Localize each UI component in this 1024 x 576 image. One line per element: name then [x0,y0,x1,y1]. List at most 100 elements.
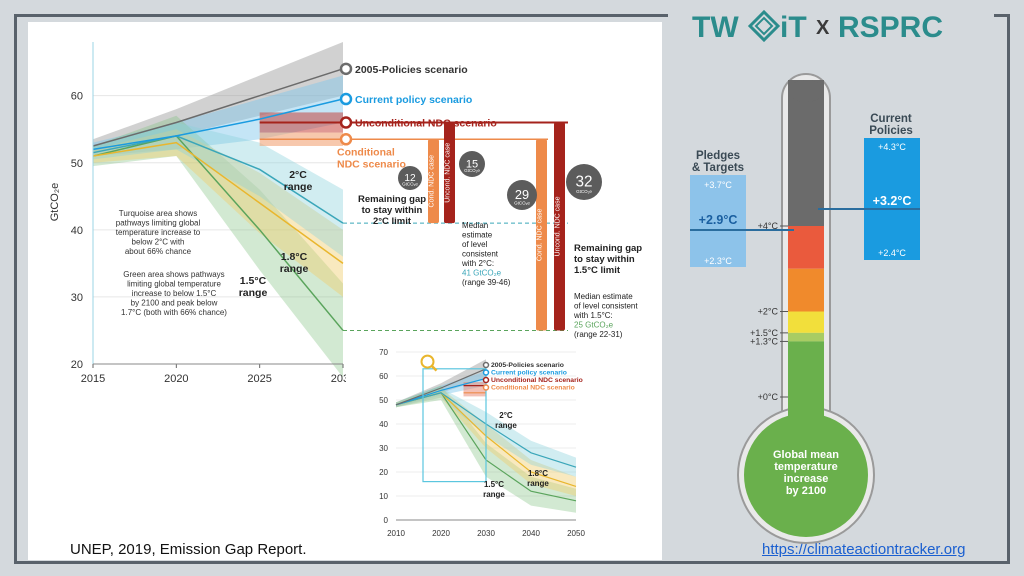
inset-y-tick-label: 40 [379,420,388,429]
gap-circle-29-unit: GtCO₂e [514,200,530,205]
zoom-icon [420,354,438,372]
scale-label: +0°C [758,392,779,402]
median-2c-text: estimate [462,231,493,240]
emission-gap-chart-panel: 20 30 40 50 60 2015 2020 2025 2030 GtCO₂e 2005-Po… [28,22,662,560]
bulb-text: by 2100 [786,485,826,497]
inset-y-tick-label: 70 [379,348,388,357]
frame-right-line [1007,14,1010,564]
current-low: +2.4°C [878,248,906,258]
remaining-gap-1-5c-text: 1.5°C limit [574,265,621,276]
inset-y-tick-label: 30 [379,444,388,453]
twit-rsprc-logo: TW iT X RSPRC [692,9,943,44]
source-caption: UNEP, 2019, Emission Gap Report. [70,541,307,558]
turquoise-area-note: Turquoise area shows [119,209,197,218]
scale-label: +1.5°C [750,328,778,338]
gap-circle-15 [459,151,485,177]
pledges-high: +3.7°C [704,180,732,190]
median-1-5c-text: with 1.5°C: [573,311,613,320]
segment-3-to-4c [788,226,824,269]
inset-x-tick-label: 2010 [387,529,405,538]
thermometer-bulb [744,413,868,537]
temperature-thermometer: +4°C +2°C +1.5°C+1.3°C +0°C Global meantempe… [690,73,920,544]
pledges-range-box [690,175,746,267]
inset-legend-marker [482,384,490,391]
main-x-tick-label: 2025 [247,373,271,385]
pledges-mid: +2.9°C [699,213,738,227]
scroll-icon [747,9,781,43]
range-1-8c-label-1: 1.8°C [281,251,308,263]
green-area-note: 1.7°C (both with 66% chance) [121,308,227,317]
zoom-icon-handle [430,364,438,372]
scenario-current-label: Current policy scenario [355,94,472,106]
pledges-title-1: Pledges [696,150,740,162]
frame-bottom-line [14,561,1010,564]
gap-bar-cond-1-5c [536,139,547,331]
main-y-tick-label: 60 [71,91,83,103]
main-x-tick-label: 2015 [81,373,105,385]
inset-2005-band [396,359,486,408]
gap-bar-uncond-1-5c [554,122,565,331]
range-2c-label-1: 2°C [289,169,307,181]
thermometer-tube-cap [788,80,824,102]
gap-circle-32-value: 32 [575,174,592,191]
median-2c-range: (range 39-46) [462,278,511,287]
current-mid: +3.2°C [873,194,912,208]
inset-y-tick-label: 20 [379,468,388,477]
current-policy-band [93,75,343,157]
policies-2005-band [93,42,343,153]
gap-circle-12-unit: GtCO₂e [402,181,418,186]
gap-circle-15-unit: GtCO₂e [464,168,480,173]
scenario-uncond-label: Unconditional NDC scenario [355,118,497,130]
inset-y-tick-label: 60 [379,372,388,381]
gap-circle-32-unit: GtCO₂e [576,189,592,194]
median-2c-value: 41 GtCO₂e [462,269,502,278]
median-1-5c-range: (range 22-31) [574,330,623,339]
inset-2c-label-2: range [495,421,517,430]
scenario-cond-marker [339,133,353,146]
gap-bar-uncond-1-5c-label: Uncond. NDC case [555,196,562,256]
gap-circle-32 [566,164,602,200]
current-title-2: Policies [869,125,912,137]
gap-circle-29-value: 29 [515,187,529,202]
inset-y-tick-label: 0 [384,516,389,525]
turquoise-area-note: pathways limiting global [116,219,201,228]
bulb-text: increase [784,473,829,485]
bulb-text: Global mean [773,449,839,461]
median-1-5c-value: 25 GtCO₂e [574,321,614,330]
median-2c-text: consistent [462,250,499,259]
median-2c-text: Median [462,221,488,230]
current-range-box [864,138,920,260]
remaining-gap-2c-text: to stay within [362,205,423,216]
logo-it-text: iT [780,11,807,44]
logo-rsprc-text: RSPRC [838,11,943,44]
inset-legend-label: 2005-Policies scenario [491,362,564,369]
gap-bar-uncond-2c-label: Uncond. NDC case [445,143,452,203]
main-y-tick-label: 40 [71,225,83,237]
remaining-gap-1-5c-text: Remaining gap [574,243,642,254]
inset-1-5c-label-2: range [483,490,505,499]
range-1-5c-line [92,135,344,331]
range-1-5c-label-2: range [239,287,268,299]
frame-top-line [14,14,668,17]
green-area-note: by 2100 and peak below [131,299,218,308]
inset-legend-label: Conditional NDC scenario [491,385,575,392]
turquoise-area-note: temperature increase to [116,228,201,237]
inset-1-5c-label-1: 1.5°C [484,480,504,489]
remaining-gap-1-5c-text: to stay within [574,254,635,265]
inset-x-tick-label: 2020 [432,529,450,538]
inset-y-tick-label: 50 [379,396,388,405]
inset-legend-label: Current policy scenario [491,370,567,377]
scenario-2005-marker [339,62,353,76]
inset-legend-label: Unconditional NDC scenario [491,377,583,384]
current-title-1: Current [870,113,912,125]
range-1-5c-label-1: 1.5°C [240,275,267,287]
inset-1-8c-label-2: range [527,479,549,488]
gap-bar-cond-1-5c-label: Cond. NDC case [537,209,544,262]
main-y-axis-label: GtCO₂e [49,183,61,222]
climate-action-tracker-link[interactable]: https://climateactiontracker.org [762,541,966,558]
inset-x-tick-label: 2030 [477,529,495,538]
inset-y-tick-label: 10 [379,492,388,501]
gap-circle-15-value: 15 [466,158,478,170]
segment-above-4c [788,80,824,226]
inset-zoom-window [422,368,487,483]
